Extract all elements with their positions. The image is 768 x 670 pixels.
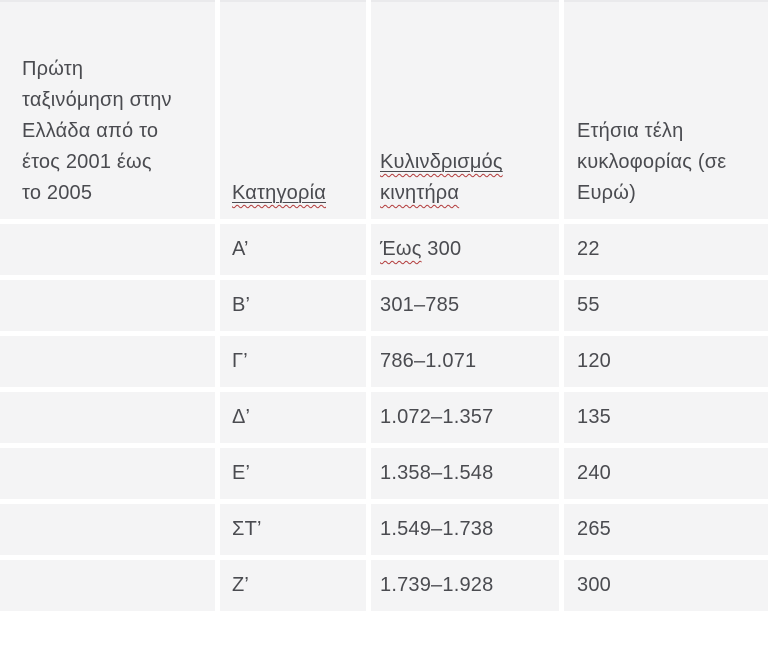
category-cell: Γ’ bbox=[220, 336, 366, 387]
table-row-spacer-cell bbox=[0, 336, 215, 387]
header-cell-displacement: Κυλινδρισμός κινητήρα bbox=[371, 0, 559, 219]
fee-cell: 120 bbox=[564, 336, 768, 387]
category-cell: Α’ bbox=[220, 224, 366, 275]
header-category-label: Κατηγορία bbox=[232, 178, 326, 209]
displacement-cell: 1.072–1.357 bbox=[371, 392, 559, 443]
displacement-cell: 1.549–1.738 bbox=[371, 504, 559, 555]
header-displacement-label: Κυλινδρισμός κινητήρα bbox=[380, 147, 503, 209]
header-annual-fees-label: Ετήσια τέλη κυκλοφορίας (σε Ευρώ) bbox=[577, 120, 727, 204]
displacement-cell: 301–785 bbox=[371, 280, 559, 331]
displacement-cell: 1.358–1.548 bbox=[371, 448, 559, 499]
misspelled-word: Έως bbox=[380, 238, 422, 260]
misspelled-word: κινητήρα bbox=[380, 182, 460, 204]
category-cell: Ζ’ bbox=[220, 560, 366, 611]
header-cell-first-registration: Πρώτη ταξινόμηση στην Ελλάδα από το έτος… bbox=[0, 0, 215, 219]
table-row-spacer-cell bbox=[0, 224, 215, 275]
fee-cell: 300 bbox=[564, 560, 768, 611]
category-cell: Β’ bbox=[220, 280, 366, 331]
table-row-spacer-cell bbox=[0, 504, 215, 555]
header-cell-annual-fees: Ετήσια τέλη κυκλοφορίας (σε Ευρώ) bbox=[564, 0, 768, 219]
fee-cell: 135 bbox=[564, 392, 768, 443]
displacement-cell: 1.739–1.928 bbox=[371, 560, 559, 611]
header-cell-category: Κατηγορία bbox=[220, 0, 366, 219]
fee-cell: 265 bbox=[564, 504, 768, 555]
category-cell: Δ’ bbox=[220, 392, 366, 443]
fee-cell: 240 bbox=[564, 448, 768, 499]
table-row-spacer-cell bbox=[0, 560, 215, 611]
table-row-spacer-cell bbox=[0, 280, 215, 331]
header-first-registration-label: Πρώτη ταξινόμηση στην Ελλάδα από το έτος… bbox=[22, 58, 172, 204]
vehicle-tax-table: Πρώτη ταξινόμηση στην Ελλάδα από το έτος… bbox=[0, 0, 768, 611]
displacement-cell: Έως 300 bbox=[371, 224, 559, 275]
misspelled-word: Κατηγορία bbox=[232, 182, 326, 204]
table-row-spacer-cell bbox=[0, 392, 215, 443]
category-cell: Ε’ bbox=[220, 448, 366, 499]
table-row-spacer-cell bbox=[0, 448, 215, 499]
category-cell: ΣΤ’ bbox=[220, 504, 366, 555]
misspelled-word: Κυλινδρισμός bbox=[380, 151, 503, 173]
fee-cell: 55 bbox=[564, 280, 768, 331]
displacement-cell: 786–1.071 bbox=[371, 336, 559, 387]
fee-cell: 22 bbox=[564, 224, 768, 275]
